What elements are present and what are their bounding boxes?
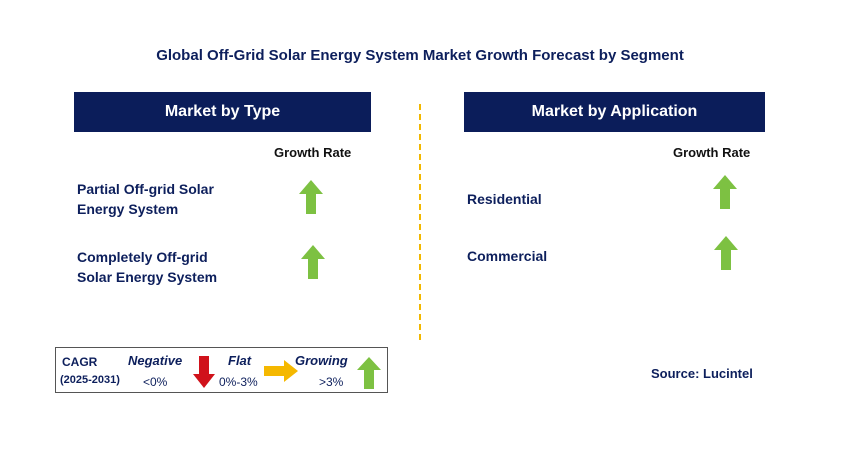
up-arrow-icon [299, 180, 323, 214]
legend-flat-range: 0%-3% [219, 375, 258, 389]
segment-commercial: Commercial [467, 248, 548, 264]
legend-growing-label: Growing [295, 353, 348, 368]
market-by-type-header: Market by Type [74, 92, 371, 132]
legend-cagr-label: CAGR [62, 355, 98, 369]
segment-completely-off-grid-line2: Solar Energy System [77, 269, 218, 285]
market-by-application-header-label: Market by Application [531, 103, 698, 120]
up-arrow-icon [357, 357, 381, 389]
market-by-application-header: Market by Application [464, 92, 765, 132]
cagr-legend: CAGR (2025-2031) Negative <0% Flat 0%-3%… [55, 347, 388, 393]
segment-partial-off-grid-line2: Energy System [77, 201, 179, 217]
right-arrow-icon [264, 360, 298, 382]
source-label: Source: Lucintel [651, 366, 753, 381]
left-growth-rate-label: Growth Rate [274, 145, 352, 160]
legend-negative-range: <0% [143, 375, 168, 389]
right-growth-rate-label: Growth Rate [673, 145, 751, 160]
segment-completely-off-grid-line1: Completely Off-grid [77, 249, 208, 265]
legend-period: (2025-2031) [60, 374, 120, 386]
panel-divider [419, 104, 421, 340]
legend-growing-range: >3% [319, 375, 344, 389]
chart-title: Global Off-Grid Solar Energy System Mark… [156, 47, 684, 64]
up-arrow-icon [301, 245, 325, 279]
market-by-type-header-label: Market by Type [164, 103, 281, 120]
segment-partial-off-grid: Partial Off-grid Solar Energy System [77, 179, 214, 219]
legend-negative-label: Negative [128, 353, 183, 368]
down-arrow-icon [193, 356, 215, 388]
segment-partial-off-grid-line1: Partial Off-grid Solar [77, 181, 214, 197]
segment-completely-off-grid: Completely Off-grid Solar Energy System [77, 247, 217, 287]
up-arrow-icon [713, 175, 737, 209]
legend-flat-label: Flat [228, 353, 252, 368]
up-arrow-icon [714, 236, 738, 270]
segment-residential: Residential [467, 191, 542, 207]
